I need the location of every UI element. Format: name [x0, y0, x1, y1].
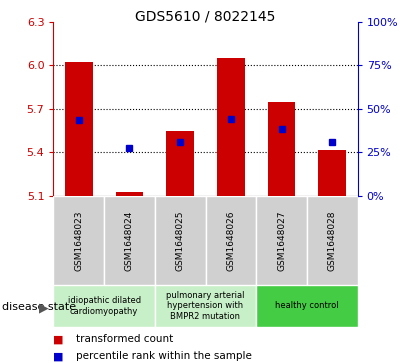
Bar — [268, 102, 296, 196]
Bar — [115, 192, 143, 196]
Text: healthy control: healthy control — [275, 301, 339, 310]
Text: GDS5610 / 8022145: GDS5610 / 8022145 — [135, 9, 276, 23]
Text: ■: ■ — [53, 334, 64, 344]
Bar — [256, 285, 358, 327]
Text: GSM1648024: GSM1648024 — [125, 210, 134, 271]
Bar — [217, 58, 245, 196]
Text: GSM1648026: GSM1648026 — [226, 210, 236, 271]
Bar — [155, 285, 256, 327]
Text: transformed count: transformed count — [76, 334, 173, 344]
Text: disease state: disease state — [2, 302, 76, 312]
Bar — [318, 150, 346, 196]
Bar — [206, 196, 256, 285]
Text: GSM1648023: GSM1648023 — [74, 210, 83, 271]
Text: idiopathic dilated
cardiomyopathy: idiopathic dilated cardiomyopathy — [67, 296, 141, 315]
Text: GSM1648027: GSM1648027 — [277, 210, 286, 271]
Text: ▶: ▶ — [39, 301, 48, 314]
Bar — [53, 285, 155, 327]
Text: ■: ■ — [53, 351, 64, 362]
Text: GSM1648025: GSM1648025 — [175, 210, 185, 271]
Bar — [307, 196, 358, 285]
Bar — [256, 196, 307, 285]
Text: percentile rank within the sample: percentile rank within the sample — [76, 351, 252, 362]
Bar — [53, 196, 104, 285]
Bar — [166, 131, 194, 196]
Bar — [104, 196, 155, 285]
Bar — [65, 62, 93, 196]
Text: GSM1648028: GSM1648028 — [328, 210, 337, 271]
Text: pulmonary arterial
hypertension with
BMPR2 mutation: pulmonary arterial hypertension with BMP… — [166, 291, 245, 321]
Bar — [155, 196, 206, 285]
